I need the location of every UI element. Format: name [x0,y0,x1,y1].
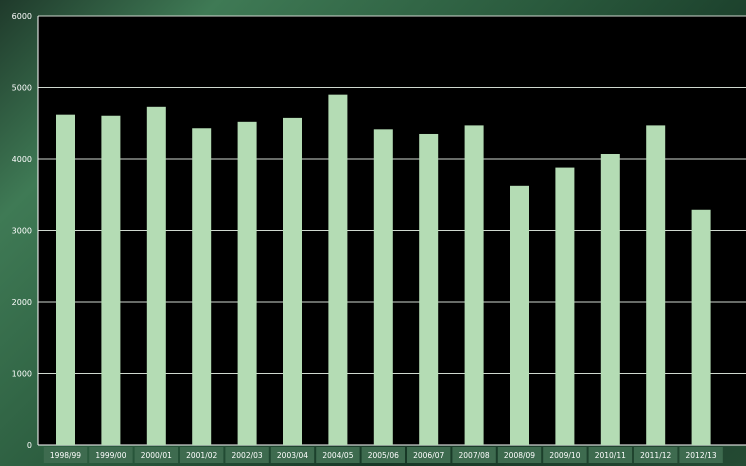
x-tick-label: 2002/03 [232,451,263,460]
y-tick-label: 3000 [12,227,32,236]
bar [373,129,393,445]
x-tick-label-bg [180,447,224,463]
y-tick-label: 5000 [12,84,32,93]
bar [464,125,484,446]
x-tick-label: 2008/09 [504,451,535,460]
x-tick-label: 2012/13 [686,451,717,460]
x-tick-label-bg [270,447,315,463]
x-tick-label: 1998/99 [50,451,81,460]
bar [510,185,529,445]
x-tick-label: 2009/10 [549,451,580,460]
x-tick-label-bg [225,447,269,463]
x-tick-label-bg [316,447,360,463]
x-tick-label: 2003/04 [277,451,308,460]
x-tick-label-bg [543,447,587,463]
x-tick-label: 2000/01 [141,451,172,460]
x-tick-label: 2011/12 [640,451,671,460]
x-tick-label-bg [588,447,632,463]
x-tick-label: 2006/07 [413,451,444,460]
bar [328,94,348,446]
y-tick-label: 1000 [12,370,32,379]
x-tick-label-bg [679,447,723,463]
y-tick-label: 0 [27,441,32,450]
bar [555,167,575,445]
x-tick-label-bg [452,447,496,463]
x-tick-label-bg [634,447,678,463]
bar [419,133,439,445]
bar [691,209,711,445]
bar [101,115,121,446]
x-tick-label: 2004/05 [322,451,353,460]
bar [56,114,75,446]
x-tick-label-bg [497,447,542,463]
y-tick-label: 6000 [12,12,32,21]
bar [237,121,257,445]
bar [600,153,620,445]
x-tick-label-bg [407,447,451,463]
bar [146,106,166,446]
bar [646,125,666,446]
x-tick-label-bg [361,447,405,463]
x-tick-label: 2007/08 [459,451,490,460]
bar [283,117,302,445]
x-tick-label-bg [43,447,88,463]
bar [192,128,212,445]
x-tick-label: 2010/11 [595,451,626,460]
x-tick-label: 2001/02 [186,451,217,460]
y-tick-label: 2000 [12,298,32,307]
x-tick-label: 1999/00 [95,451,126,460]
x-tick-label-bg [89,447,133,463]
x-tick-label: 2005/06 [368,451,399,460]
x-tick-label-bg [134,447,178,463]
y-tick-label: 4000 [12,155,32,164]
